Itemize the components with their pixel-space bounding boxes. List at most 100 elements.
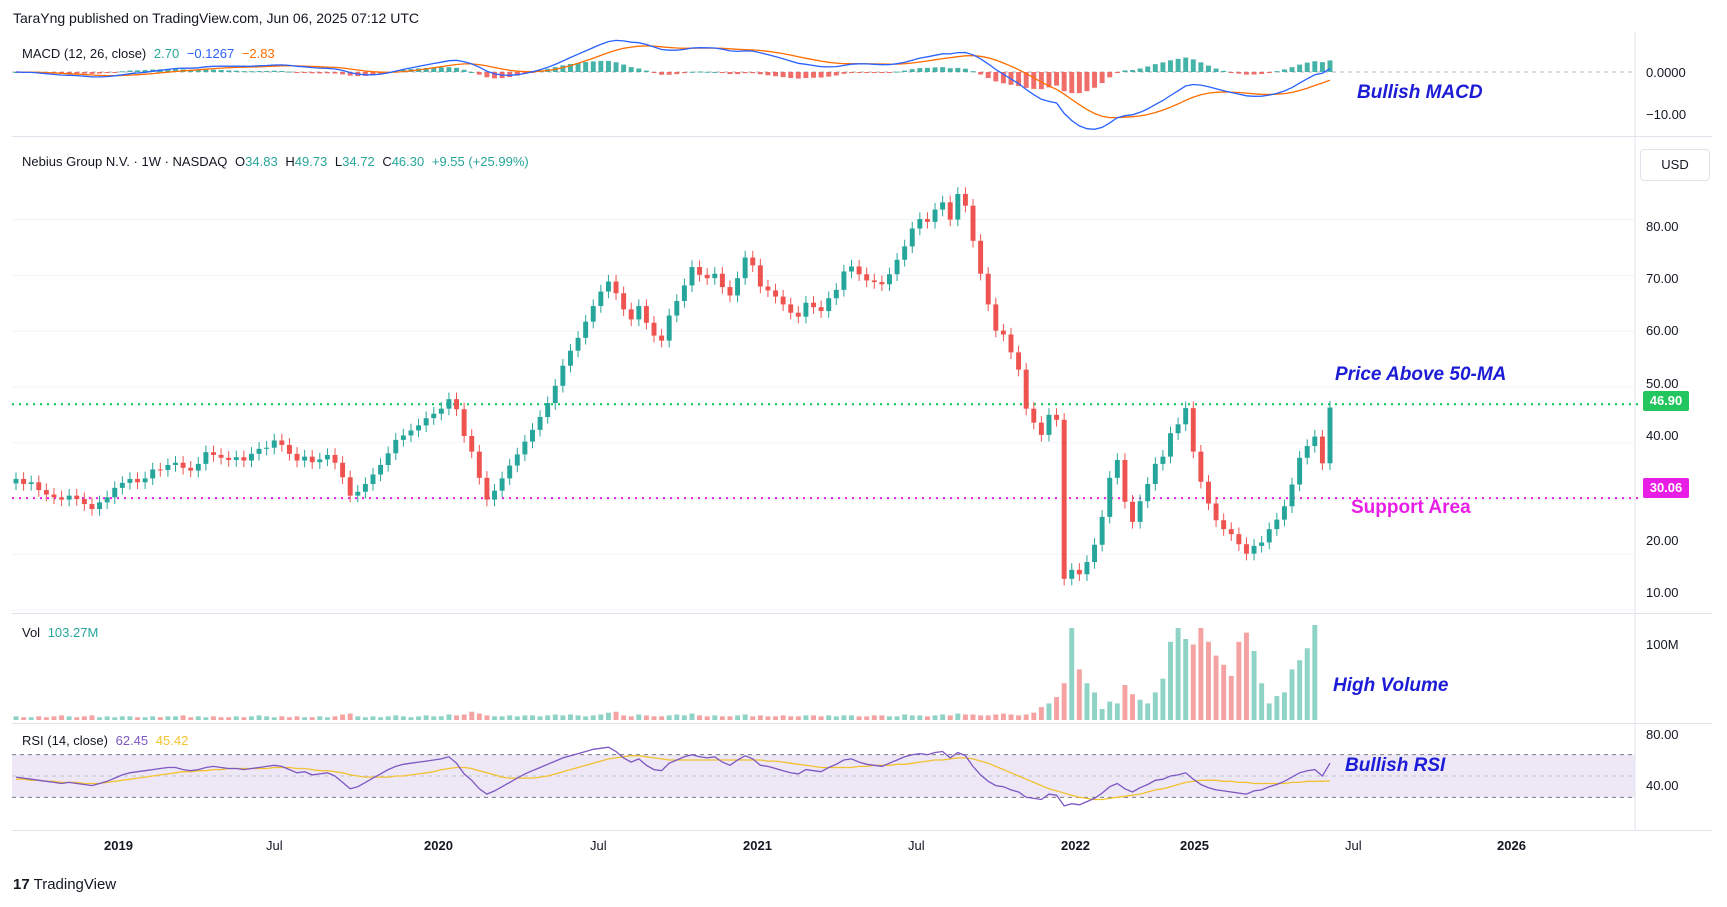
candle-body (173, 462, 178, 465)
candle-body (651, 322, 657, 336)
candle-body (940, 202, 946, 210)
candle-body (36, 482, 42, 491)
candle-body (211, 452, 216, 455)
volume-bar (1107, 701, 1113, 720)
candle-body (1031, 408, 1037, 423)
rsi-ma-value: 45.42 (155, 733, 189, 748)
volume-bar (28, 717, 34, 720)
volume-bar (924, 716, 930, 720)
candle-body (1266, 529, 1272, 543)
macd-histogram-bar (849, 72, 854, 73)
volume-bar (1289, 669, 1295, 720)
tradingview-logo[interactable]: 17 TradingView (13, 876, 116, 893)
candle-body (1084, 562, 1090, 575)
macd-histogram-bar (309, 72, 315, 74)
volume-bar (135, 717, 140, 720)
macd-histogram-bar (788, 72, 794, 78)
macd-histogram-bar (651, 72, 657, 73)
volume-legend[interactable]: Vol 103.27M (22, 625, 98, 640)
volume-bar (112, 717, 118, 720)
macd-axis-neg10: −10.00 (1646, 107, 1687, 122)
macd-histogram-bar (1327, 60, 1333, 72)
macd-histogram-bar (674, 72, 680, 75)
volume-bar (127, 716, 133, 720)
rsi-legend[interactable]: RSI (14, close) 62.45 45.42 (22, 733, 188, 748)
candle-body (21, 478, 27, 484)
volume-bar (317, 716, 323, 720)
volume-bar (1236, 641, 1242, 720)
volume-bar (947, 715, 953, 720)
macd-histogram-bar (909, 69, 915, 72)
candle-body (1312, 436, 1318, 447)
volume-bar (1054, 697, 1060, 720)
macd-histogram-bar (985, 72, 991, 79)
candle-body (985, 273, 991, 305)
macd-histogram-bar (917, 68, 923, 72)
candle-body (1168, 433, 1173, 457)
volume-bar (324, 717, 330, 720)
candle-body (750, 257, 756, 266)
macd-histogram-bar (476, 72, 482, 75)
candle-body (74, 495, 80, 500)
candle-body (613, 281, 619, 294)
volume-bar (545, 715, 551, 720)
macd-histogram-bar (211, 69, 216, 72)
candle-body (1304, 446, 1310, 458)
volume-bar (438, 716, 444, 720)
macd-histogram-bar (826, 72, 832, 77)
candle-body (454, 399, 460, 410)
candle-body (332, 454, 338, 463)
macd-histogram-bar (256, 71, 262, 73)
volume-bar (370, 716, 376, 720)
candle-body (552, 385, 558, 404)
candle-body (1251, 545, 1257, 554)
volume-bar (21, 717, 27, 720)
candle-body (362, 483, 368, 492)
candle-body (1122, 459, 1128, 502)
candle-body (697, 267, 703, 275)
price-axis-20: 20.00 (1646, 533, 1679, 548)
annotation-bullish-macd: Bullish MACD (1357, 82, 1483, 103)
candle-body (803, 302, 809, 317)
volume-bar (993, 714, 999, 720)
candle-body (681, 285, 687, 302)
volume-bar (704, 716, 710, 720)
candle-body (917, 219, 923, 229)
macd-histogram-bar (112, 72, 118, 73)
candle-body (742, 257, 748, 279)
volume-bar (940, 714, 946, 720)
volume-bar (256, 715, 262, 720)
volume-bar (795, 716, 801, 720)
macd-histogram-bar (962, 68, 968, 72)
macd-histogram-bar (370, 72, 376, 76)
candle-body (469, 436, 475, 452)
macd-histogram-bar (871, 72, 877, 73)
rsi-value: 62.45 (115, 733, 149, 748)
volume-bar (142, 717, 148, 720)
candle-body (826, 298, 832, 312)
macd-histogram-bar (332, 72, 338, 74)
volume-bar (871, 715, 877, 720)
candle-body (416, 425, 422, 431)
support-level-tag: 30.06 (1643, 478, 1689, 498)
annotation-high-volume: High Volume (1333, 675, 1449, 696)
candle-body (1281, 506, 1287, 520)
macd-histogram-bar (636, 68, 642, 72)
macd-histogram-bar (461, 69, 467, 72)
macd-histogram-bar (590, 61, 596, 72)
candle-body (689, 267, 695, 286)
candle-body (1092, 544, 1098, 563)
macd-histogram-bar (226, 70, 232, 72)
volume-bar (636, 714, 642, 720)
candle-body (1137, 501, 1143, 522)
candle-body (590, 306, 596, 322)
volume-bar (1069, 628, 1075, 720)
macd-line (15, 39, 1331, 130)
macd-legend[interactable]: MACD (12, 26, close) 2.70 −0.1267 −2.83 (22, 46, 275, 61)
volume-bar (309, 717, 315, 720)
price-legend[interactable]: Nebius Group N.V. · 1W · NASDAQ O34.83 H… (22, 154, 529, 169)
candle-body (545, 403, 551, 418)
volume-bar (514, 716, 520, 720)
currency-button[interactable]: USD (1640, 149, 1710, 181)
